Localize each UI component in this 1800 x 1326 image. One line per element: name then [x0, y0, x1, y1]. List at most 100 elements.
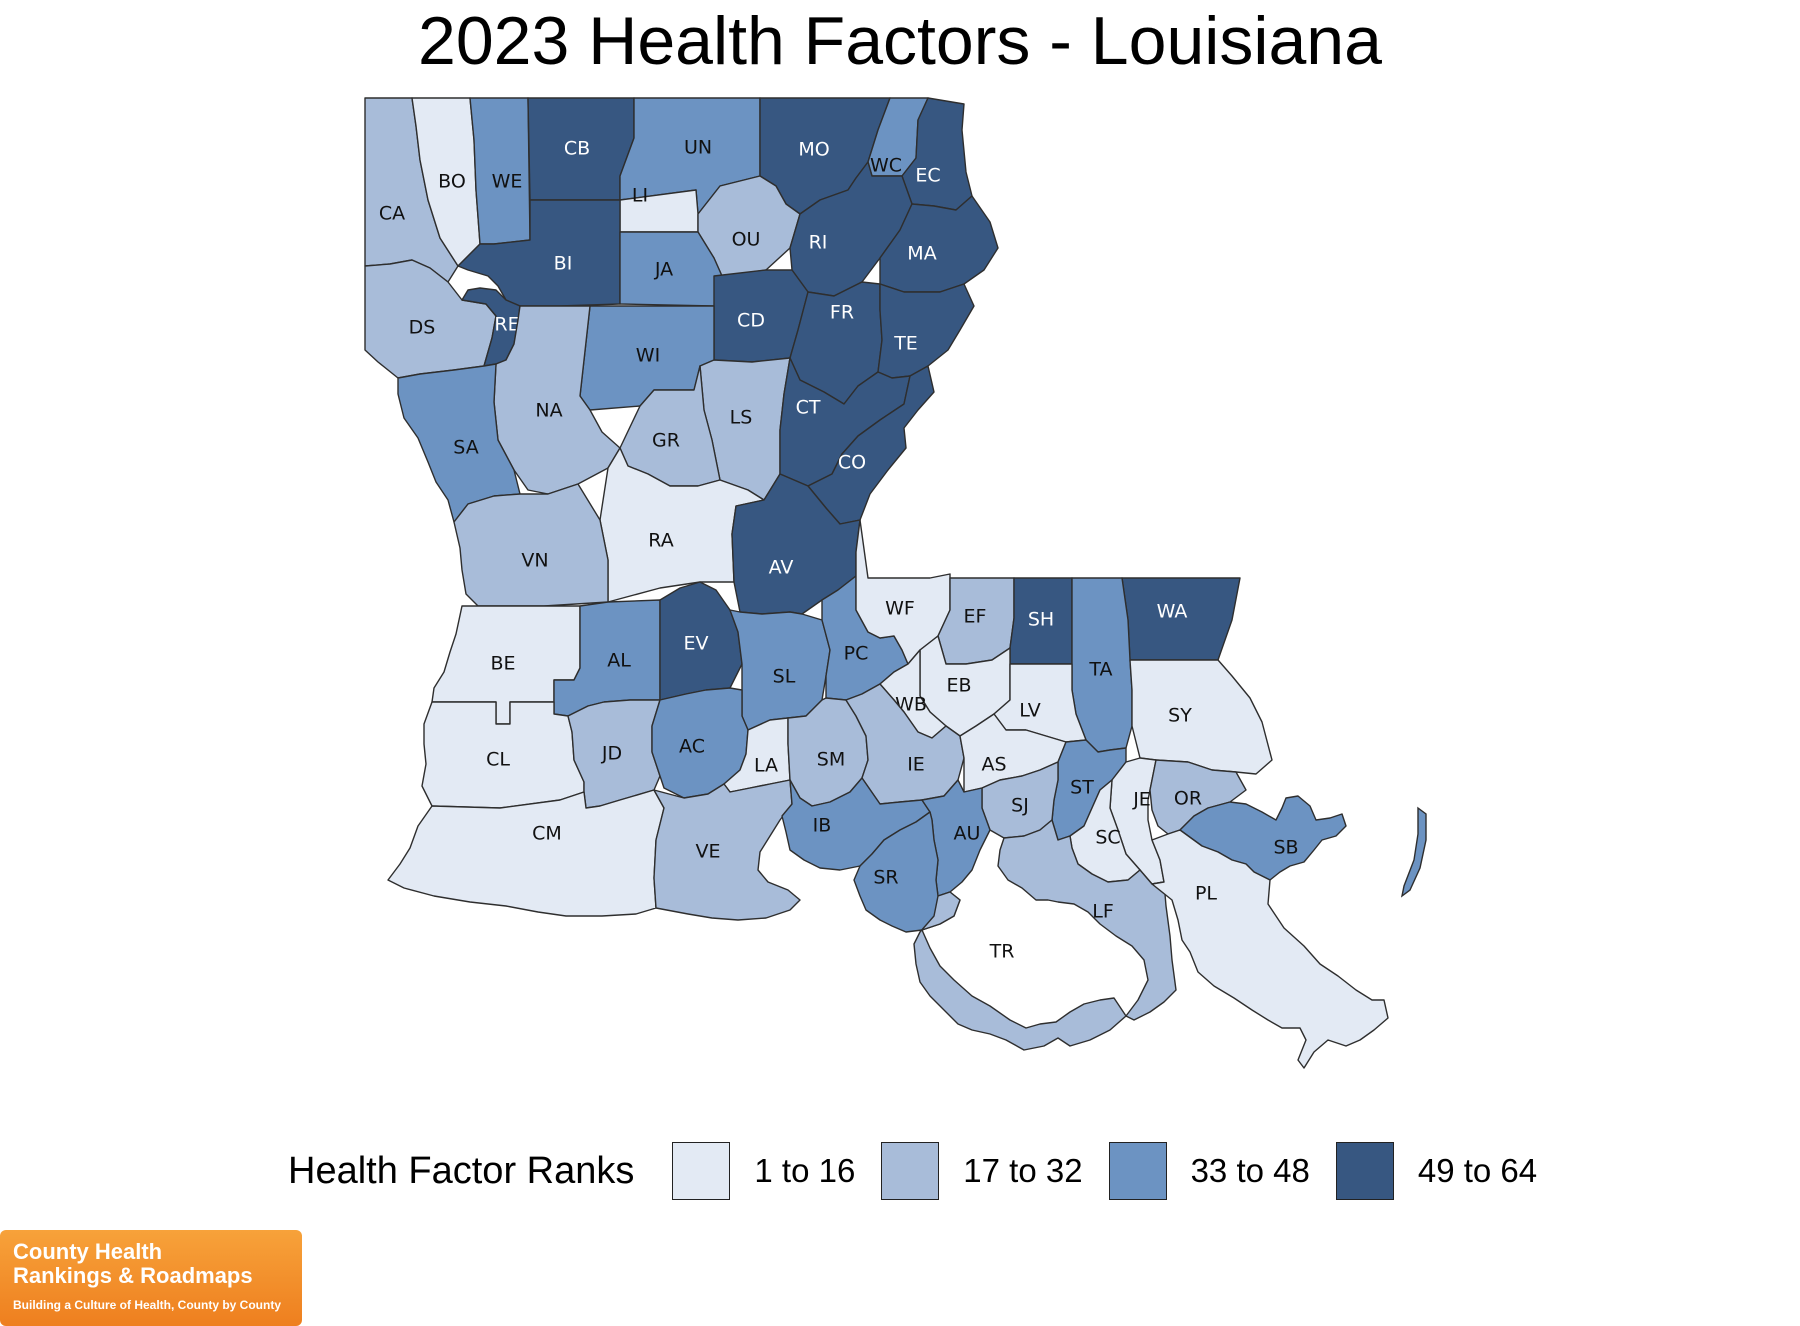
parish-shape — [453, 483, 609, 607]
parish-pl: PL — [1151, 829, 1389, 1069]
parish-label: WC — [870, 155, 902, 177]
legend-item-1-to-16: 1 to 16 — [672, 1142, 855, 1200]
parish-sh: SH — [1009, 577, 1073, 665]
parish-sl: SL — [729, 609, 831, 731]
parish-label: EC — [915, 165, 940, 187]
parish-label: WA — [1157, 601, 1188, 623]
parish-label: CD — [737, 310, 765, 332]
parish-wa: WA — [1121, 577, 1241, 661]
parish-label: UN — [684, 137, 712, 159]
legend-swatch — [1335, 1142, 1394, 1200]
parish-label: CO — [838, 452, 866, 474]
parish-label: LI — [632, 185, 648, 207]
parish-label: BO — [438, 171, 466, 193]
parish-jd: JD — [567, 699, 661, 809]
legend-item-49-to-64: 49 to 64 — [1335, 1142, 1537, 1200]
parish-label: DS — [409, 317, 436, 339]
parish-ou: OU — [697, 175, 801, 277]
legend-swatch — [881, 1142, 940, 1200]
parish-label: AV — [769, 557, 794, 579]
parish-label: EV — [683, 633, 708, 655]
parish-label: BI — [554, 253, 573, 275]
parish-label: LS — [730, 407, 753, 429]
parish-label: RE — [494, 314, 519, 336]
logo-tagline: Building a Culture of Health, County by … — [13, 1298, 281, 1312]
parish-label: SM — [817, 749, 845, 771]
parish-label: NA — [535, 400, 562, 422]
parish-te: TE — [877, 283, 975, 379]
parish-label: JA — [654, 259, 673, 281]
legend: Health Factor Ranks 1 to 16 17 to 32 33 … — [288, 1136, 1563, 1206]
parish-shape — [653, 779, 801, 921]
parish-sc: SC — [1069, 779, 1141, 883]
parish-we: WE — [469, 97, 531, 245]
parish-shape — [1151, 829, 1389, 1069]
parish-label: TE — [893, 333, 918, 355]
parish-label: WF — [885, 598, 915, 620]
parish-cl: CL — [421, 701, 585, 809]
parish-label: FR — [830, 302, 854, 324]
parish-sy: SY — [1129, 659, 1273, 775]
parish-ef: EF — [937, 577, 1015, 665]
parish-ja: JA — [619, 231, 723, 307]
parish-label: WI — [636, 345, 660, 367]
island-shape — [1400, 806, 1427, 898]
legend-swatch — [1108, 1142, 1167, 1200]
parish-label: ST — [1070, 777, 1094, 799]
legend-label: 33 to 48 — [1190, 1152, 1310, 1189]
parish-label: WE — [492, 171, 523, 193]
parish-label: OU — [732, 229, 761, 251]
parish-label: SH — [1028, 609, 1054, 631]
parish-label: OR — [1174, 788, 1202, 810]
parish-label: PC — [844, 643, 869, 665]
parish-shape — [387, 789, 665, 917]
legend-title: Health Factor Ranks — [288, 1149, 635, 1192]
legend-swatch — [672, 1142, 731, 1200]
parish-shape — [1129, 659, 1273, 775]
parish-cb: CB — [527, 97, 635, 201]
parish-label: MO — [798, 139, 829, 161]
parish-ie: IE — [845, 683, 965, 805]
parish-la: LA — [723, 717, 791, 793]
parish-cm: CM — [387, 789, 665, 917]
parish-vn: VN — [453, 483, 609, 607]
parish-label: AS — [981, 754, 1006, 776]
parish-re: RE — [461, 287, 521, 367]
parish-label: RI — [809, 232, 828, 254]
parish-label: RA — [648, 530, 673, 552]
parish-label: EF — [964, 606, 987, 628]
parish-label: MA — [907, 243, 936, 265]
parish-label: TA — [1088, 659, 1112, 681]
parish-label: CB — [564, 138, 590, 160]
map-title: 2023 Health Factors - Louisiana — [418, 3, 1382, 79]
parish-shape — [879, 195, 999, 293]
parish-label: PL — [1195, 883, 1217, 905]
parish-av: AV — [731, 473, 861, 615]
legend-item-33-to-48: 33 to 48 — [1108, 1142, 1310, 1200]
parish-label: SB — [1273, 837, 1298, 859]
logo-line-2: Rankings & Roadmaps — [13, 1263, 253, 1288]
parish-sj: SJ — [981, 761, 1059, 839]
parish-label: LA — [754, 755, 778, 777]
parish-shape — [913, 891, 1127, 1051]
parish-label: SL — [773, 666, 796, 688]
legend-label: 17 to 32 — [963, 1152, 1083, 1189]
logo-line-1: County Health — [13, 1239, 163, 1264]
parish-label: VE — [695, 841, 720, 863]
parish-label: AU — [954, 823, 981, 845]
louisiana-parish-map: CA BO WE CB UN MO WC EC LI OU RI MA BI JA DS RE CD FR TE WI… — [364, 97, 1427, 1069]
parish-label: GR — [652, 430, 680, 452]
parish-lv: LV — [993, 663, 1087, 743]
parish-label: AL — [607, 650, 631, 672]
county-health-rankings-logo[interactable]: County Health Rankings & Roadmaps Buildi… — [0, 1230, 302, 1326]
parish-label: SA — [453, 437, 478, 459]
parish-label: BE — [490, 653, 515, 675]
parish-label: JE — [1132, 789, 1151, 811]
parish-ac: AC — [651, 687, 749, 799]
parish-shape — [493, 305, 621, 495]
parish-label: TR — [989, 941, 1015, 963]
parish-ec: EC — [901, 97, 973, 211]
parish-label: VN — [521, 550, 548, 572]
parish-shape — [997, 819, 1177, 1021]
parish-label: LV — [1019, 700, 1041, 722]
